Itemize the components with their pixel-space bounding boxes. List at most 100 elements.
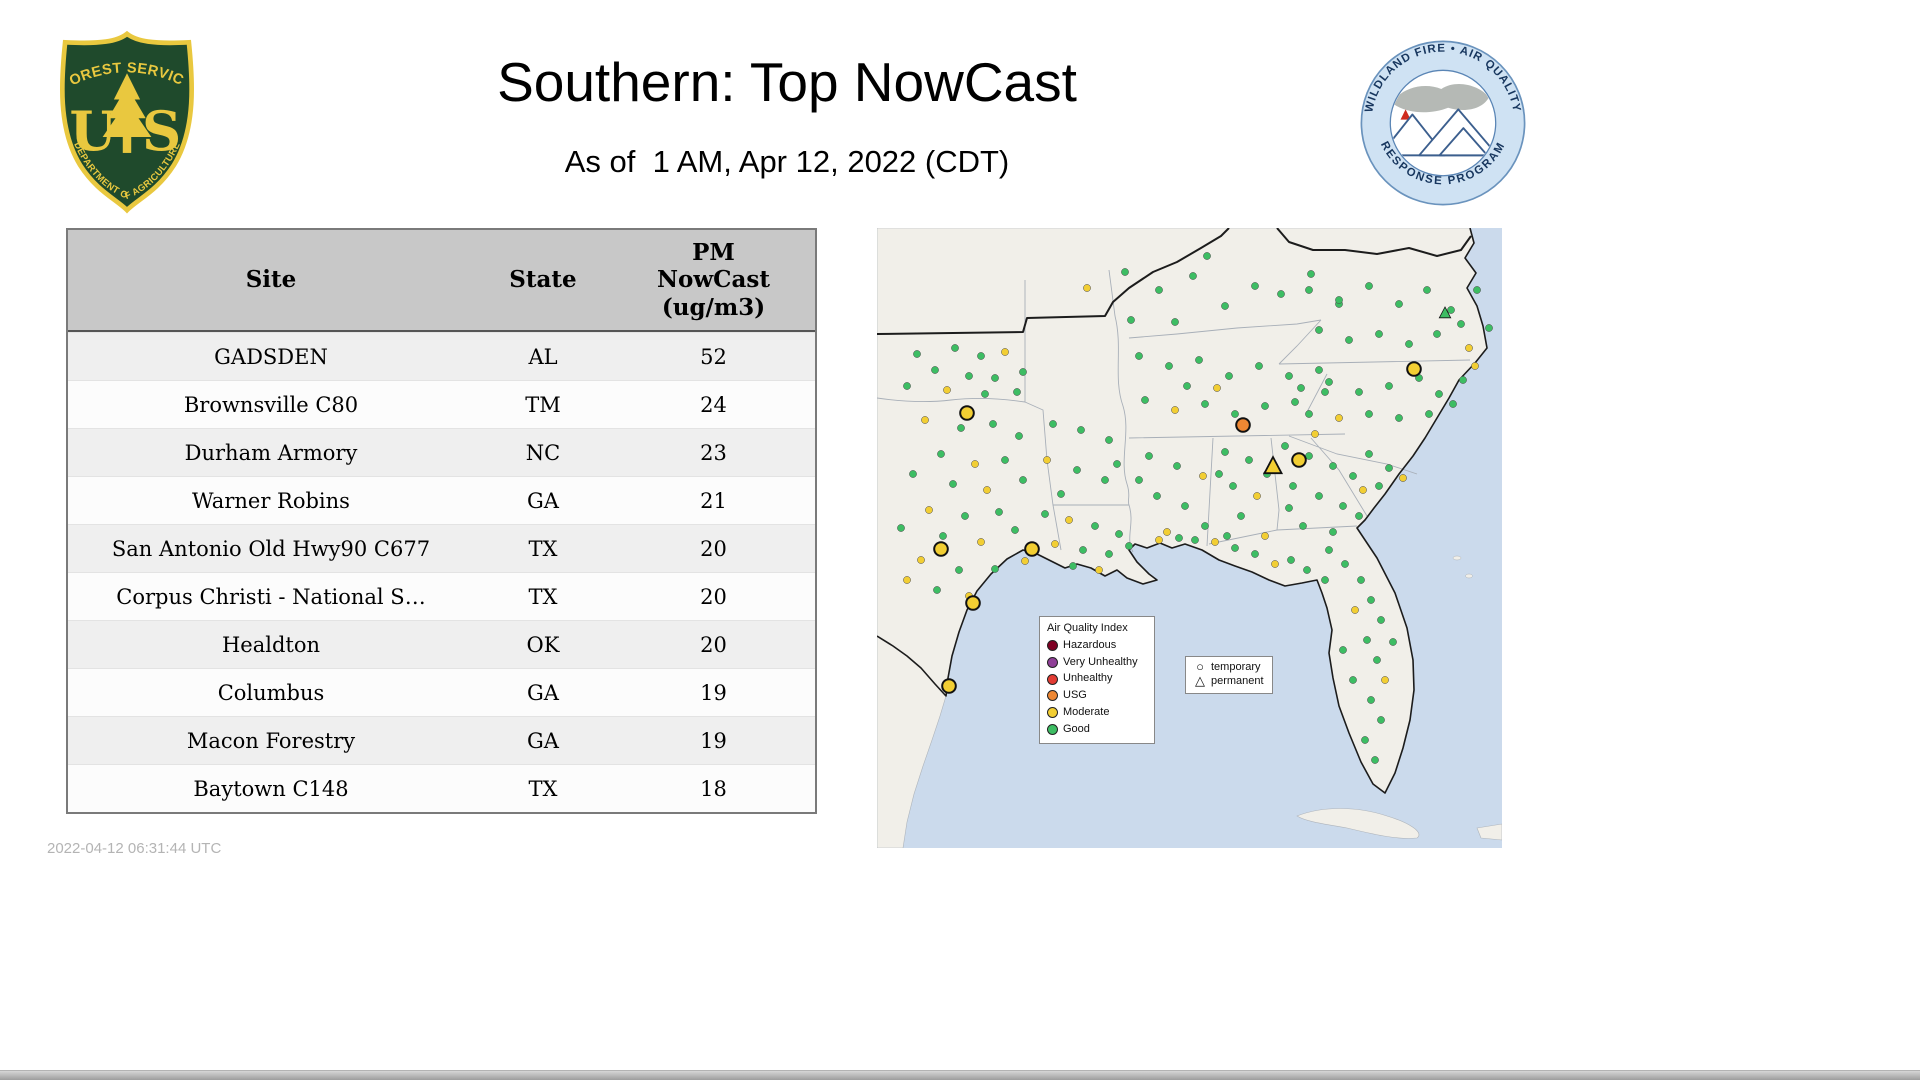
table-row: Healdton OK 20 [68,620,815,668]
page-subtitle: As of 1 AM, Apr 12, 2022 (CDT) [564,144,1010,179]
monitor-dot [1145,452,1153,460]
monitor-dot [1355,512,1363,520]
cell-site: Healdton [221,632,321,657]
cell-site: Brownsville C80 [183,392,359,417]
shape-legend-item: △ permanent [1194,673,1264,689]
monitor-dot [1189,272,1197,280]
cell-state: TM [525,392,561,417]
monitor-dot [1057,490,1065,498]
monitor-dot [1221,448,1229,456]
triangle-marker-icon: △ [1195,673,1205,689]
cell-site: Columbus [217,680,325,705]
monitor-dot [1335,414,1343,422]
monitor-temporary-marker [1406,361,1422,377]
table-row: Warner Robins GA 21 [68,476,815,524]
cell-pm-nowcast: 52 [700,344,727,369]
monitor-dot [1433,330,1441,338]
monitor-dot [1425,410,1433,418]
monitor-dot [1261,402,1269,410]
cell-site: GADSDEN [214,344,328,369]
usg-swatch-icon [1047,690,1058,702]
table-row: GADSDEN AL 52 [68,332,815,380]
monitor-dot [939,532,947,540]
monitor-dot [937,450,945,458]
monitor-dot [1423,286,1431,294]
generated-timestamp: 2022-04-12 06:31:44 UTC [47,840,222,857]
shape-legend-label: permanent [1211,675,1264,688]
monitor-dot [1171,406,1179,414]
monitor-dot [1289,482,1297,490]
table-row: Brownsville C80 TM 24 [68,380,815,428]
monitor-dot [961,512,969,520]
monitor-dot [1357,576,1365,584]
monitor-dot [965,372,973,380]
monitor-dot [1155,286,1163,294]
table-row: San Antonio Old Hwy90 C677 TX 20 [68,524,815,572]
monitor-temporary-marker [965,595,981,611]
table-row: Columbus GA 19 [68,668,815,716]
monitor-dot [1435,390,1443,398]
monitor-dot [1163,528,1171,536]
moderate-swatch-icon [1047,707,1058,719]
nowcast-table: Site State PM NowCast (ug/m3) GADSDEN AL 5… [66,228,817,814]
airfire-logo: WILDLAND FIRE • AIR QUALITY RESPONSE PRO… [1358,38,1528,208]
monitor-dot [1173,462,1181,470]
table-row: Macon Forestry GA 19 [68,716,815,764]
monitor-dot [981,390,989,398]
cell-pm-nowcast: 20 [700,536,727,561]
monitor-dot [1335,296,1343,304]
cell-pm-nowcast: 18 [700,776,727,801]
monitor-dot [1069,562,1077,570]
monitor-dot [1371,756,1379,764]
aqi-legend-item: Hazardous [1047,639,1147,653]
monitor-dot [995,508,1003,516]
table-header-row: Site State PM NowCast (ug/m3) [68,230,815,332]
monitor-dot [1339,646,1347,654]
monitor-dot [1341,560,1349,568]
monitor-dot [1135,352,1143,360]
monitor-dot [1183,382,1191,390]
table-row: Corpus Christi - National S… TX 20 [68,572,815,620]
monitor-dot [1015,432,1023,440]
monitor-dot [1373,656,1381,664]
monitor-dot [897,524,905,532]
monitor-dot [1101,476,1109,484]
aqi-legend-label: Very Unhealthy [1063,655,1138,668]
aqi-legend-item: Good [1047,723,1147,737]
monitor-dot [991,565,999,573]
monitor-dot [1019,368,1027,376]
monitor-dot [1201,400,1209,408]
monitor-dot [1041,510,1049,518]
monitor-dot [1485,324,1493,332]
monitor-dot [1125,542,1133,550]
monitor-dot [1345,336,1353,344]
monitor-dot [1121,268,1129,276]
monitor-dot [909,470,917,478]
cell-pm-nowcast: 20 [700,584,727,609]
monitor-permanent-marker [1262,455,1284,475]
monitor-dot [1363,636,1371,644]
monitor-dot [1225,372,1233,380]
airfire-badge-icon: WILDLAND FIRE • AIR QUALITY RESPONSE PRO… [1360,40,1526,206]
aqi-legend-label: Hazardous [1063,638,1117,651]
monitor-dot [955,566,963,574]
hazardous-swatch-icon [1047,640,1058,652]
header: Southern: Top NowCast As of 1 AM, Apr 12… [120,50,1454,180]
monitor-dot [1011,526,1019,534]
table-row: Durham Armory NC 23 [68,428,815,476]
monitor-dot [943,386,951,394]
monitor-dot [1449,400,1457,408]
aqi-legend-item: Moderate [1047,706,1147,720]
cell-state: GA [527,680,559,705]
monitor-dot [1285,504,1293,512]
monitor-dot [1465,344,1473,352]
monitor-dot [1329,528,1337,536]
usfs-shield-icon: FOREST SERVICE U S DEPARTMENT OF AGRICUL… [47,18,195,214]
monitor-dot [983,486,991,494]
monitor-dot [977,352,985,360]
monitor-dot [1255,362,1263,370]
good-swatch-icon [1047,723,1058,735]
unhealthy-swatch-icon [1047,673,1058,685]
cell-state: OK [526,632,560,657]
monitor-permanent-marker [1438,306,1452,319]
